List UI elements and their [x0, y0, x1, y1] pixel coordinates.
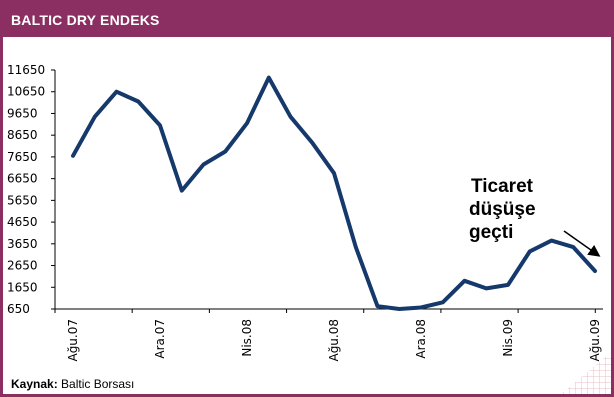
x-tick-label: Ağu.07 — [66, 319, 80, 362]
y-tick-label: 9650 — [7, 106, 38, 120]
x-tick-label: Ağu.08 — [327, 319, 341, 362]
y-tick-label: 2650 — [7, 259, 38, 273]
chart-title: BALTIC DRY ENDEKS — [11, 12, 160, 28]
y-tick-label: 5650 — [7, 193, 38, 207]
source-line: Kaynak: Baltic Borsası — [11, 377, 134, 391]
x-tick-label: Ara.08 — [414, 319, 428, 359]
y-tick-label: 10650 — [7, 85, 45, 99]
annotation-line-2: düşüşe — [469, 199, 536, 220]
x-axis-ticks: Ağu.07 Ara.07 Nis.08 Ağu.08 Ara.08 Nis.09 Ağu.… — [54, 309, 602, 362]
y-tick-label: 7650 — [7, 150, 38, 164]
annotation-line-3: geçti — [469, 222, 513, 243]
x-tick-label: Nis.09 — [501, 319, 515, 357]
y-tick-label: 6650 — [7, 172, 38, 186]
y-tick-label: 1650 — [7, 280, 38, 294]
y-tick-label: 11650 — [7, 63, 45, 77]
annotation-line-1: Ticaret — [471, 176, 534, 197]
chart-header: BALTIC DRY ENDEKS — [3, 3, 611, 37]
source-label: Kaynak: — [11, 377, 58, 391]
y-tick-label: 3650 — [7, 237, 38, 251]
x-tick-label: Ağu.09 — [588, 319, 602, 362]
annotation-arrow — [563, 230, 601, 257]
series-lines — [71, 75, 597, 311]
chart-plot: 650 1650 2650 3650 4650 5650 6650 7650 8650 9650 1… — [7, 63, 603, 362]
annotation-group: Ticaret düşüşe geçti — [469, 176, 601, 257]
decorative-corner-pattern — [561, 352, 611, 394]
y-tick-label: 650 — [7, 302, 30, 316]
source-text: Baltic Borsası — [61, 377, 135, 391]
chart-axes — [54, 70, 603, 310]
x-tick-label: Nis.08 — [240, 319, 254, 357]
y-tick-label: 8650 — [7, 128, 38, 142]
y-tick-label: 4650 — [7, 215, 38, 229]
y-axis-ticks: 650 1650 2650 3650 4650 5650 6650 7650 8650 9650 1… — [7, 63, 55, 316]
x-tick-label: Ara.07 — [153, 319, 167, 359]
